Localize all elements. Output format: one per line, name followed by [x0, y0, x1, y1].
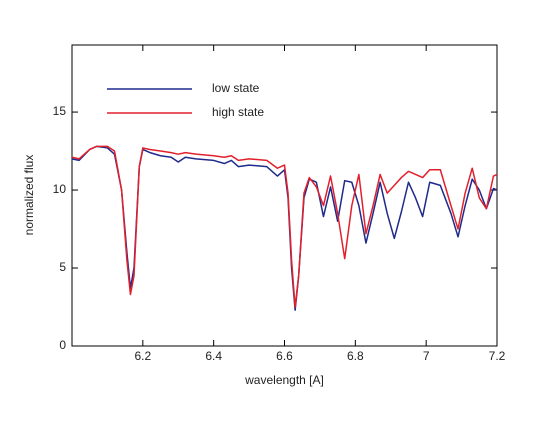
- x-tick-label: 6.2: [134, 349, 151, 363]
- x-tick-label: 6.6: [276, 349, 293, 363]
- y-tick-label: 10: [53, 182, 67, 196]
- x-tick-label: 7: [423, 349, 430, 363]
- y-axis-label: normalized flux: [22, 155, 36, 236]
- legend-label: high state: [212, 105, 264, 119]
- x-tick-label: 7.2: [489, 349, 506, 363]
- legend-label: low state: [212, 81, 260, 95]
- y-tick-label: 0: [59, 338, 66, 352]
- x-tick-label: 6.8: [347, 349, 364, 363]
- y-tick-label: 15: [53, 104, 67, 118]
- y-tick-label: 5: [59, 260, 66, 274]
- line: [71, 145, 498, 308]
- plot-frame: [71, 44, 498, 347]
- x-axis-label: wavelength [A]: [244, 373, 324, 387]
- x-tick-label: 6.4: [205, 349, 222, 363]
